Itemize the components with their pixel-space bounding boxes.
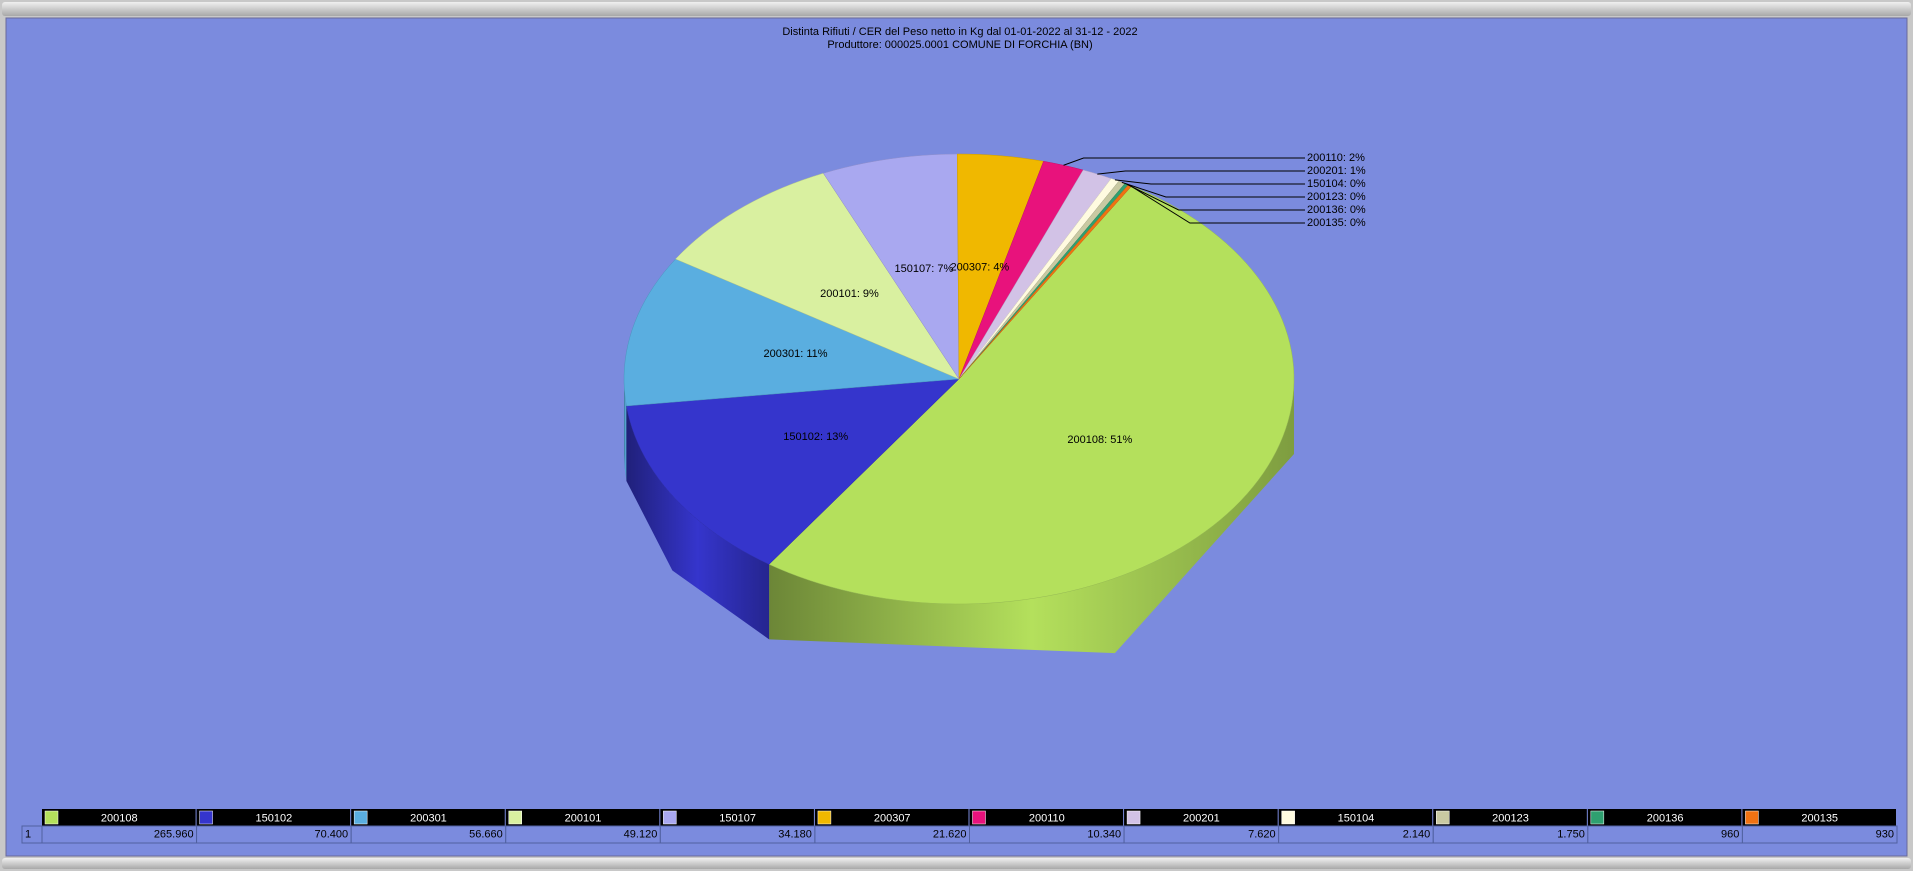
legend-label: 200301 — [410, 812, 447, 824]
table-value: 2.140 — [1403, 828, 1431, 840]
legend-label: 150102 — [256, 812, 293, 824]
legend-cell — [1278, 809, 1433, 826]
legend-label: 200307 — [874, 812, 911, 824]
slice-label: 200307: 4% — [951, 261, 1010, 273]
legend-cell — [1433, 809, 1587, 826]
legend-cell — [1587, 809, 1742, 826]
slice-label: 200123: 0% — [1307, 191, 1366, 203]
legend-cell — [1124, 809, 1278, 826]
legend-cell — [660, 809, 814, 826]
slice — [956, 153, 1044, 380]
legend-label: 150107 — [719, 812, 756, 824]
legend-label: 200108 — [101, 812, 138, 824]
table-value: 34.180 — [778, 828, 812, 840]
legend-cell — [814, 809, 969, 826]
legend-cell — [969, 809, 1124, 826]
legend-swatch — [1436, 810, 1450, 825]
slice-label: 150102: 13% — [783, 431, 848, 443]
table-value: 7.620 — [1248, 828, 1276, 840]
slice — [768, 185, 1295, 605]
leader-line — [1097, 170, 1305, 175]
legend-swatch — [972, 810, 986, 825]
leader-line — [1126, 183, 1305, 211]
table-value: 56.660 — [469, 828, 503, 840]
legend-swatch — [817, 810, 832, 825]
legend-cell — [1742, 809, 1896, 826]
legend-label: 150104 — [1338, 812, 1375, 824]
legend-swatch — [508, 810, 522, 825]
slice-label: 150107: 7% — [895, 263, 954, 275]
table-value: 21.620 — [933, 828, 967, 840]
slice — [822, 153, 960, 380]
legend-cell — [196, 809, 351, 826]
legend-swatch — [199, 810, 213, 825]
slice-side — [624, 379, 627, 481]
legend-swatch — [663, 810, 677, 825]
legend-label: 200201 — [1183, 812, 1220, 824]
slice — [675, 172, 960, 380]
leader-line — [1114, 179, 1305, 185]
slice-side — [769, 379, 1294, 654]
legend-label: 200101 — [565, 812, 602, 824]
window-bottom-bar — [2, 858, 1911, 869]
slice-label: 200201: 1% — [1307, 165, 1366, 177]
leader-line — [1121, 181, 1305, 198]
table-value: 265.960 — [154, 828, 194, 840]
legend-cell — [505, 809, 660, 826]
slice-label: 200110: 2% — [1307, 152, 1365, 164]
slice — [623, 258, 960, 407]
legend-cell — [351, 809, 505, 826]
table-value: 49.120 — [624, 828, 658, 840]
legend-label: 200123 — [1492, 812, 1529, 824]
legend-swatch — [1745, 810, 1759, 825]
table-value: 10.340 — [1087, 828, 1121, 840]
table-cell — [1741, 825, 1898, 844]
slice-label: 200135: 0% — [1307, 217, 1366, 229]
leader-line — [1063, 157, 1305, 166]
slice-label: 200108: 51% — [1067, 434, 1132, 446]
leader-line — [1129, 185, 1305, 224]
slice-label: 200101: 9% — [820, 288, 879, 300]
table-value: 1.750 — [1557, 828, 1585, 840]
chart-subtitle: Produttore: 000025.0001 COMUNE DI FORCHI… — [827, 39, 1092, 51]
table-row-label: 1 — [25, 828, 31, 840]
slice-side — [626, 405, 770, 640]
legend-swatch — [1126, 810, 1141, 825]
chart-title: Distinta Rifiuti / CER del Peso netto in… — [782, 26, 1137, 38]
legend-swatch — [353, 810, 368, 825]
legend-cell — [42, 809, 196, 826]
slice-label: 200136: 0% — [1307, 204, 1366, 216]
legend-label: 200136 — [1647, 812, 1684, 824]
slice-label: 150104: 0% — [1307, 178, 1366, 190]
table-cell — [1587, 825, 1743, 844]
table-value: 960 — [1721, 828, 1739, 840]
table-value: 70.400 — [315, 828, 349, 840]
legend-label: 200110 — [1029, 812, 1065, 824]
window-top-bar — [2, 2, 1911, 16]
legend-swatch — [1590, 810, 1605, 825]
slice — [626, 378, 960, 565]
table-value: 930 — [1876, 828, 1894, 840]
slice-label: 200301: 11% — [764, 348, 828, 360]
legend-swatch — [1281, 810, 1295, 825]
legend-swatch — [44, 810, 59, 825]
legend-label: 200135 — [1801, 812, 1838, 824]
